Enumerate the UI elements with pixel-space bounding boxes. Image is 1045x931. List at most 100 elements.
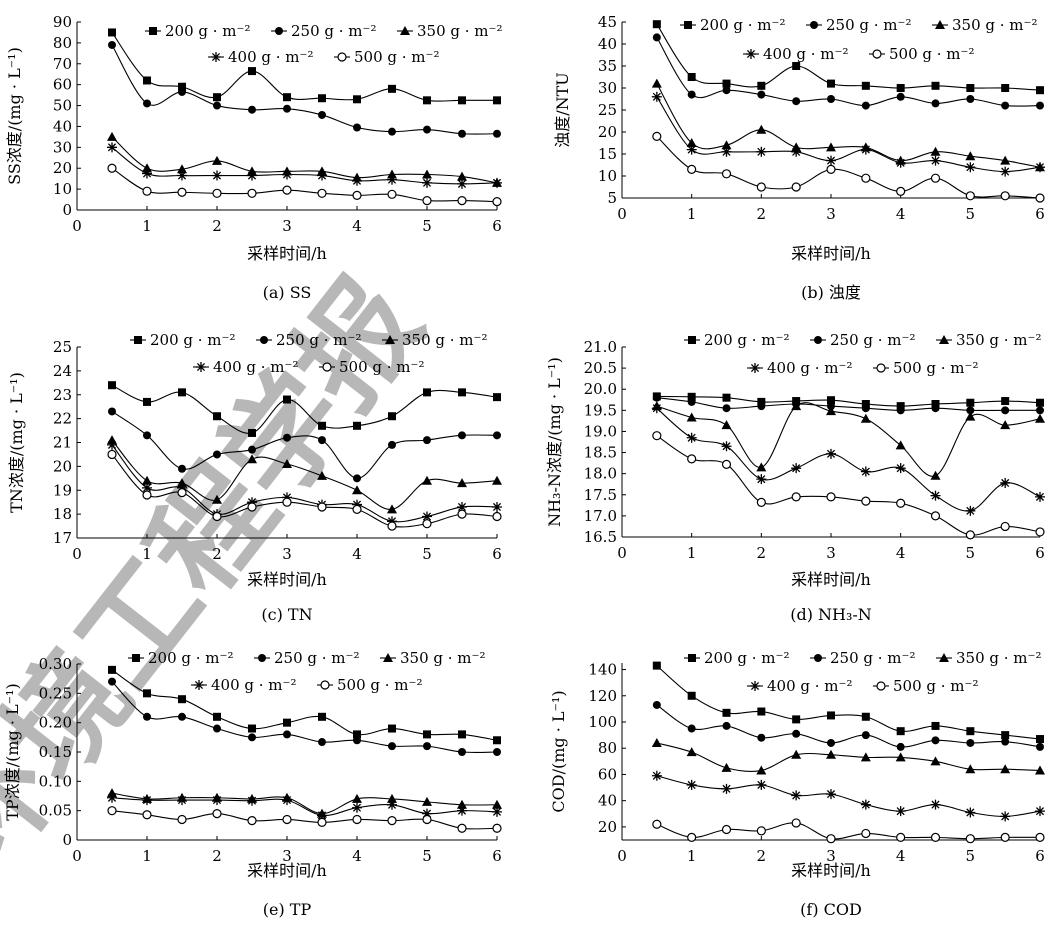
- legend-label: 250 g · m⁻²: [274, 649, 359, 667]
- legend-marker: [275, 27, 283, 35]
- data-point: [757, 90, 766, 99]
- data-point: [353, 123, 361, 132]
- data-point: [687, 724, 696, 733]
- data-point: [931, 99, 940, 108]
- data-point: [721, 169, 732, 179]
- data-point: [687, 90, 696, 99]
- data-point: [722, 393, 731, 402]
- legend-label: 500 g · m⁻²: [889, 45, 974, 63]
- data-point: [318, 738, 326, 747]
- data-point: [792, 62, 801, 70]
- data-point: [826, 155, 836, 166]
- data-point: [896, 832, 906, 842]
- series-line: [656, 822, 1041, 840]
- data-point: [895, 463, 906, 474]
- y-tick-label: 18: [53, 505, 72, 523]
- data-point: [457, 799, 467, 809]
- data-point: [142, 795, 152, 806]
- data-point: [107, 163, 117, 173]
- data-point: [966, 398, 975, 407]
- data-point: [791, 182, 801, 192]
- x-tick-label: 1: [687, 544, 697, 562]
- data-point: [756, 462, 767, 472]
- x-tick-label: 1: [687, 847, 697, 865]
- data-point: [423, 96, 431, 105]
- data-point: [860, 144, 871, 155]
- data-point: [686, 747, 697, 757]
- y-tick-label: 35: [598, 57, 617, 75]
- data-point: [651, 737, 662, 747]
- data-point: [317, 817, 327, 828]
- y-tick-label: 16.5: [584, 528, 617, 546]
- data-point: [1035, 413, 1045, 423]
- data-point: [686, 412, 697, 422]
- y-tick-label: 17.0: [584, 507, 617, 525]
- data-point: [248, 724, 256, 733]
- data-point: [213, 712, 221, 721]
- series-1: [108, 665, 501, 745]
- data-point: [318, 110, 326, 119]
- data-point: [722, 404, 731, 413]
- legend: 200 g · m⁻² 250 g · m⁻² 350 g · m⁻² 400 g ·…: [684, 331, 1041, 377]
- data-point: [652, 700, 661, 709]
- x-tick-label: 5: [966, 847, 976, 865]
- data-point: [457, 171, 467, 181]
- data-point: [687, 73, 696, 81]
- y-tick-label: 21: [53, 434, 72, 452]
- data-point: [352, 485, 362, 495]
- data-point: [107, 792, 117, 803]
- data-point: [721, 140, 732, 150]
- series-4: [651, 770, 1045, 822]
- data-point: [791, 749, 802, 759]
- legend-marker: [196, 362, 206, 372]
- legend-marker: [260, 336, 268, 344]
- data-point: [212, 170, 222, 181]
- data-point: [142, 482, 152, 493]
- data-point: [930, 799, 941, 810]
- data-point: [861, 404, 870, 413]
- y-tick-label: 40: [53, 117, 72, 135]
- x-axis-label: 采样时间/h: [791, 861, 871, 880]
- legend-label: 500 g · m⁻²: [354, 48, 439, 66]
- legend-marker: [876, 681, 886, 691]
- y-tick-label: 20: [53, 159, 72, 177]
- legend-label: 500 g · m⁻²: [337, 676, 422, 694]
- data-point: [143, 431, 151, 440]
- data-point: [247, 502, 257, 512]
- series-line: [656, 136, 1041, 199]
- data-point: [896, 84, 905, 92]
- y-tick-label: 45: [598, 13, 617, 31]
- data-point: [213, 724, 221, 733]
- data-point: [931, 721, 940, 730]
- data-point: [1035, 193, 1045, 203]
- legend-marker: [872, 49, 882, 59]
- legend-label: 350 g · m⁻²: [417, 22, 502, 40]
- data-point: [353, 730, 361, 739]
- data-point: [493, 393, 501, 402]
- data-point: [651, 78, 662, 88]
- legend-label: 500 g · m⁻²: [893, 677, 978, 695]
- data-point: [388, 742, 396, 751]
- series-line: [656, 402, 1041, 477]
- y-tick-label: 0.05: [39, 802, 72, 820]
- data-point: [756, 474, 767, 485]
- data-point: [352, 504, 362, 514]
- data-point: [1036, 101, 1044, 110]
- data-point: [965, 834, 975, 844]
- y-axis-label: NH₃-N浓度/(mg · L⁻¹): [545, 357, 564, 527]
- series-2: [652, 33, 1044, 110]
- data-point: [423, 125, 431, 134]
- x-tick-label: 2: [757, 205, 767, 223]
- legend-marker: [132, 654, 140, 662]
- x-axis-label: 采样时间/h: [791, 244, 871, 263]
- y-axis-label: 浊度/NTU: [553, 72, 572, 148]
- series-line: [111, 439, 498, 510]
- data-point: [458, 129, 466, 138]
- data-point: [493, 129, 501, 138]
- data-point: [1036, 86, 1044, 95]
- data-point: [860, 752, 871, 762]
- data-point: [965, 764, 976, 774]
- data-point: [457, 509, 467, 519]
- legend-marker: [688, 654, 696, 662]
- series-2: [108, 677, 501, 756]
